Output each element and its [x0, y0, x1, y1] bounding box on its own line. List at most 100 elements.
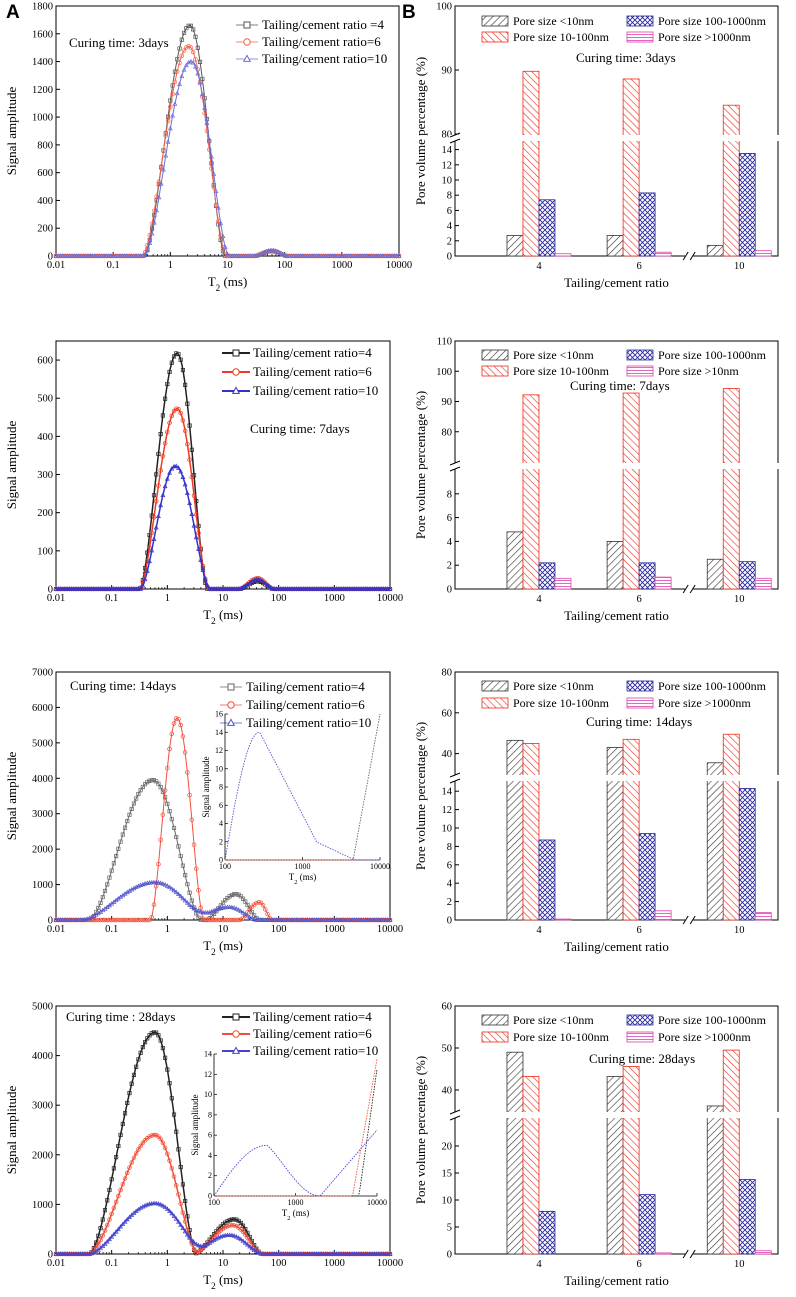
data-point [161, 148, 166, 154]
data-point [199, 91, 205, 97]
data-point [332, 253, 338, 258]
y-tick-label: 4000 [32, 774, 53, 785]
data-point [171, 1174, 177, 1179]
data-point [229, 1232, 235, 1238]
data-point [156, 179, 162, 184]
x-break-gap [685, 1252, 694, 1256]
data-point [158, 468, 163, 473]
data-point [168, 98, 173, 103]
bar [522, 743, 540, 921]
data-point [184, 490, 190, 495]
data-point [152, 213, 157, 218]
axis-break-mark [449, 778, 461, 784]
panel-label-a: A [6, 2, 20, 23]
data-point [171, 887, 177, 893]
legend-label: Pore size 10-100nm [513, 30, 610, 44]
legend-swatch [626, 15, 654, 27]
axis-break-gap [449, 1112, 780, 1118]
data-point [205, 917, 210, 923]
data-point [165, 381, 170, 387]
y-tick-label: 2 [447, 561, 452, 572]
data-point [145, 247, 150, 253]
y-tick-label: 15 [442, 1169, 453, 1180]
data-point [231, 1223, 237, 1228]
data-point [164, 1206, 170, 1211]
data-point [124, 253, 130, 258]
series-line [56, 61, 399, 257]
data-point [229, 904, 235, 910]
data-point [156, 1033, 161, 1038]
inset-y-tick-label: 2 [208, 1171, 212, 1180]
data-point [284, 253, 290, 258]
y-tick-label: 50 [442, 1044, 453, 1055]
data-point [111, 1205, 117, 1211]
legend-label: Tailing/cement ratio=6 [253, 364, 372, 379]
data-point [136, 1057, 141, 1062]
y-tick-label: 400 [37, 196, 53, 207]
data-point [151, 219, 157, 225]
series-line [56, 717, 390, 921]
data-point [154, 472, 159, 477]
data-point [93, 917, 99, 923]
data-point [249, 904, 255, 910]
data-point [136, 917, 141, 923]
data-point [178, 357, 183, 362]
data-point [102, 888, 108, 894]
legend-swatch [481, 697, 509, 709]
data-point [171, 1112, 177, 1117]
data-point [178, 853, 183, 859]
data-point [193, 534, 199, 540]
y-tick-label: 60 [442, 1002, 453, 1013]
legend-marker [232, 1013, 240, 1021]
bar [554, 253, 572, 257]
data-point [305, 253, 310, 258]
data-point [249, 1245, 255, 1251]
data-point [185, 441, 190, 447]
data-point [133, 917, 139, 923]
data-point [245, 253, 251, 258]
y-axis-label: Pore volume percentage (%) [413, 57, 428, 205]
data-point [127, 1165, 132, 1170]
y-tick-label: 12 [442, 160, 453, 171]
data-point [138, 917, 143, 923]
data-point [163, 1055, 168, 1060]
y-tick-label: 1600 [32, 29, 53, 40]
y-tick-label: 10 [442, 1196, 453, 1207]
data-point [380, 253, 386, 258]
legend-marker [232, 1030, 240, 1038]
data-point [215, 205, 221, 210]
inset-y-tick-label: 14 [204, 1050, 212, 1059]
y-tick-label: 10 [442, 824, 453, 835]
data-point [109, 917, 114, 923]
inset-y-tick-label: 4 [208, 1151, 212, 1160]
data-point [187, 457, 192, 462]
axis-break-gap [449, 775, 780, 781]
data-point [78, 253, 84, 258]
data-point [158, 181, 164, 186]
data-point [196, 908, 201, 913]
x-tick-label: 10 [218, 593, 229, 604]
data-point [173, 1216, 179, 1221]
data-point [268, 247, 274, 253]
data-point [260, 903, 266, 908]
data-point [138, 1050, 143, 1055]
data-point [232, 1217, 237, 1222]
data-point [173, 1183, 179, 1188]
y-tick-label: 0 [447, 916, 452, 927]
data-point [120, 917, 126, 923]
data-point [194, 866, 199, 871]
y-tick-label: 800 [37, 140, 53, 151]
data-point [128, 253, 134, 258]
data-point [218, 917, 224, 923]
data-point [153, 499, 159, 504]
data-point [110, 253, 116, 258]
data-point [116, 846, 121, 851]
data-point [200, 76, 205, 81]
data-point [373, 253, 379, 258]
legend-swatch [481, 1014, 509, 1026]
data-point [214, 917, 219, 923]
data-point [227, 917, 232, 923]
x-tick-label: 1000 [331, 260, 352, 271]
data-point [311, 253, 317, 258]
